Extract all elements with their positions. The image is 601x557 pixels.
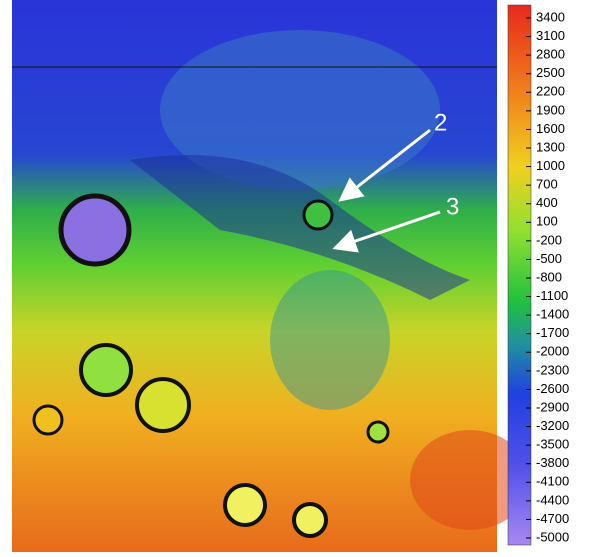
map-figure: 2 3 3400 3100 2800 2500 2200 1900 1600 1300 1000… xyxy=(0,0,601,552)
colorbar-label: -800 xyxy=(536,269,562,284)
colorbar-label: 400 xyxy=(536,195,558,210)
colorbar-label: -2000 xyxy=(536,344,569,359)
colorbar-label: 2500 xyxy=(536,65,565,80)
colorbar-label: 2200 xyxy=(536,84,565,99)
map xyxy=(12,0,530,552)
colorbar-label: 1300 xyxy=(536,139,565,154)
colorbar-label: 1000 xyxy=(536,158,565,173)
colorbar-label: -2900 xyxy=(536,399,569,414)
colorbar-label: -5000 xyxy=(536,529,569,544)
colorbar-label: -4100 xyxy=(536,474,569,489)
colorbar-label: 1900 xyxy=(536,102,565,117)
colorbar-label: -1100 xyxy=(536,288,568,303)
annotation: 3 xyxy=(446,193,459,220)
colorbar-label: 100 xyxy=(536,214,558,229)
colorbar-label: 700 xyxy=(536,177,558,192)
page: {"colorbar": {"ticks": [3400, 3100, 2800… xyxy=(0,0,601,552)
colorbar-label: -3500 xyxy=(536,437,569,452)
colorbar-label: 1600 xyxy=(536,121,565,136)
colorbar-label: -4700 xyxy=(536,511,569,526)
colorbar-label: -2300 xyxy=(536,362,569,377)
colorbar-label: -2600 xyxy=(536,381,569,396)
colorbar-label: 2800 xyxy=(536,47,565,62)
colorbar-label: 3100 xyxy=(536,28,565,43)
colorbar-label: -1400 xyxy=(536,307,569,322)
annotation: 2 xyxy=(434,109,447,136)
colorbar-label: -1700 xyxy=(536,325,569,340)
colorbar-ticks: 3400 3100 2800 2500 2200 1900 1600 1300 1000 700 4… xyxy=(526,9,569,544)
colorbar-label: 3400 xyxy=(536,9,565,24)
colorbar-label: -3200 xyxy=(536,418,569,433)
colorbar-label: -500 xyxy=(536,251,562,266)
colorbar-label: -3800 xyxy=(536,455,569,470)
colorbar-label: -4400 xyxy=(536,492,569,507)
colorbar-label: -200 xyxy=(536,232,562,247)
